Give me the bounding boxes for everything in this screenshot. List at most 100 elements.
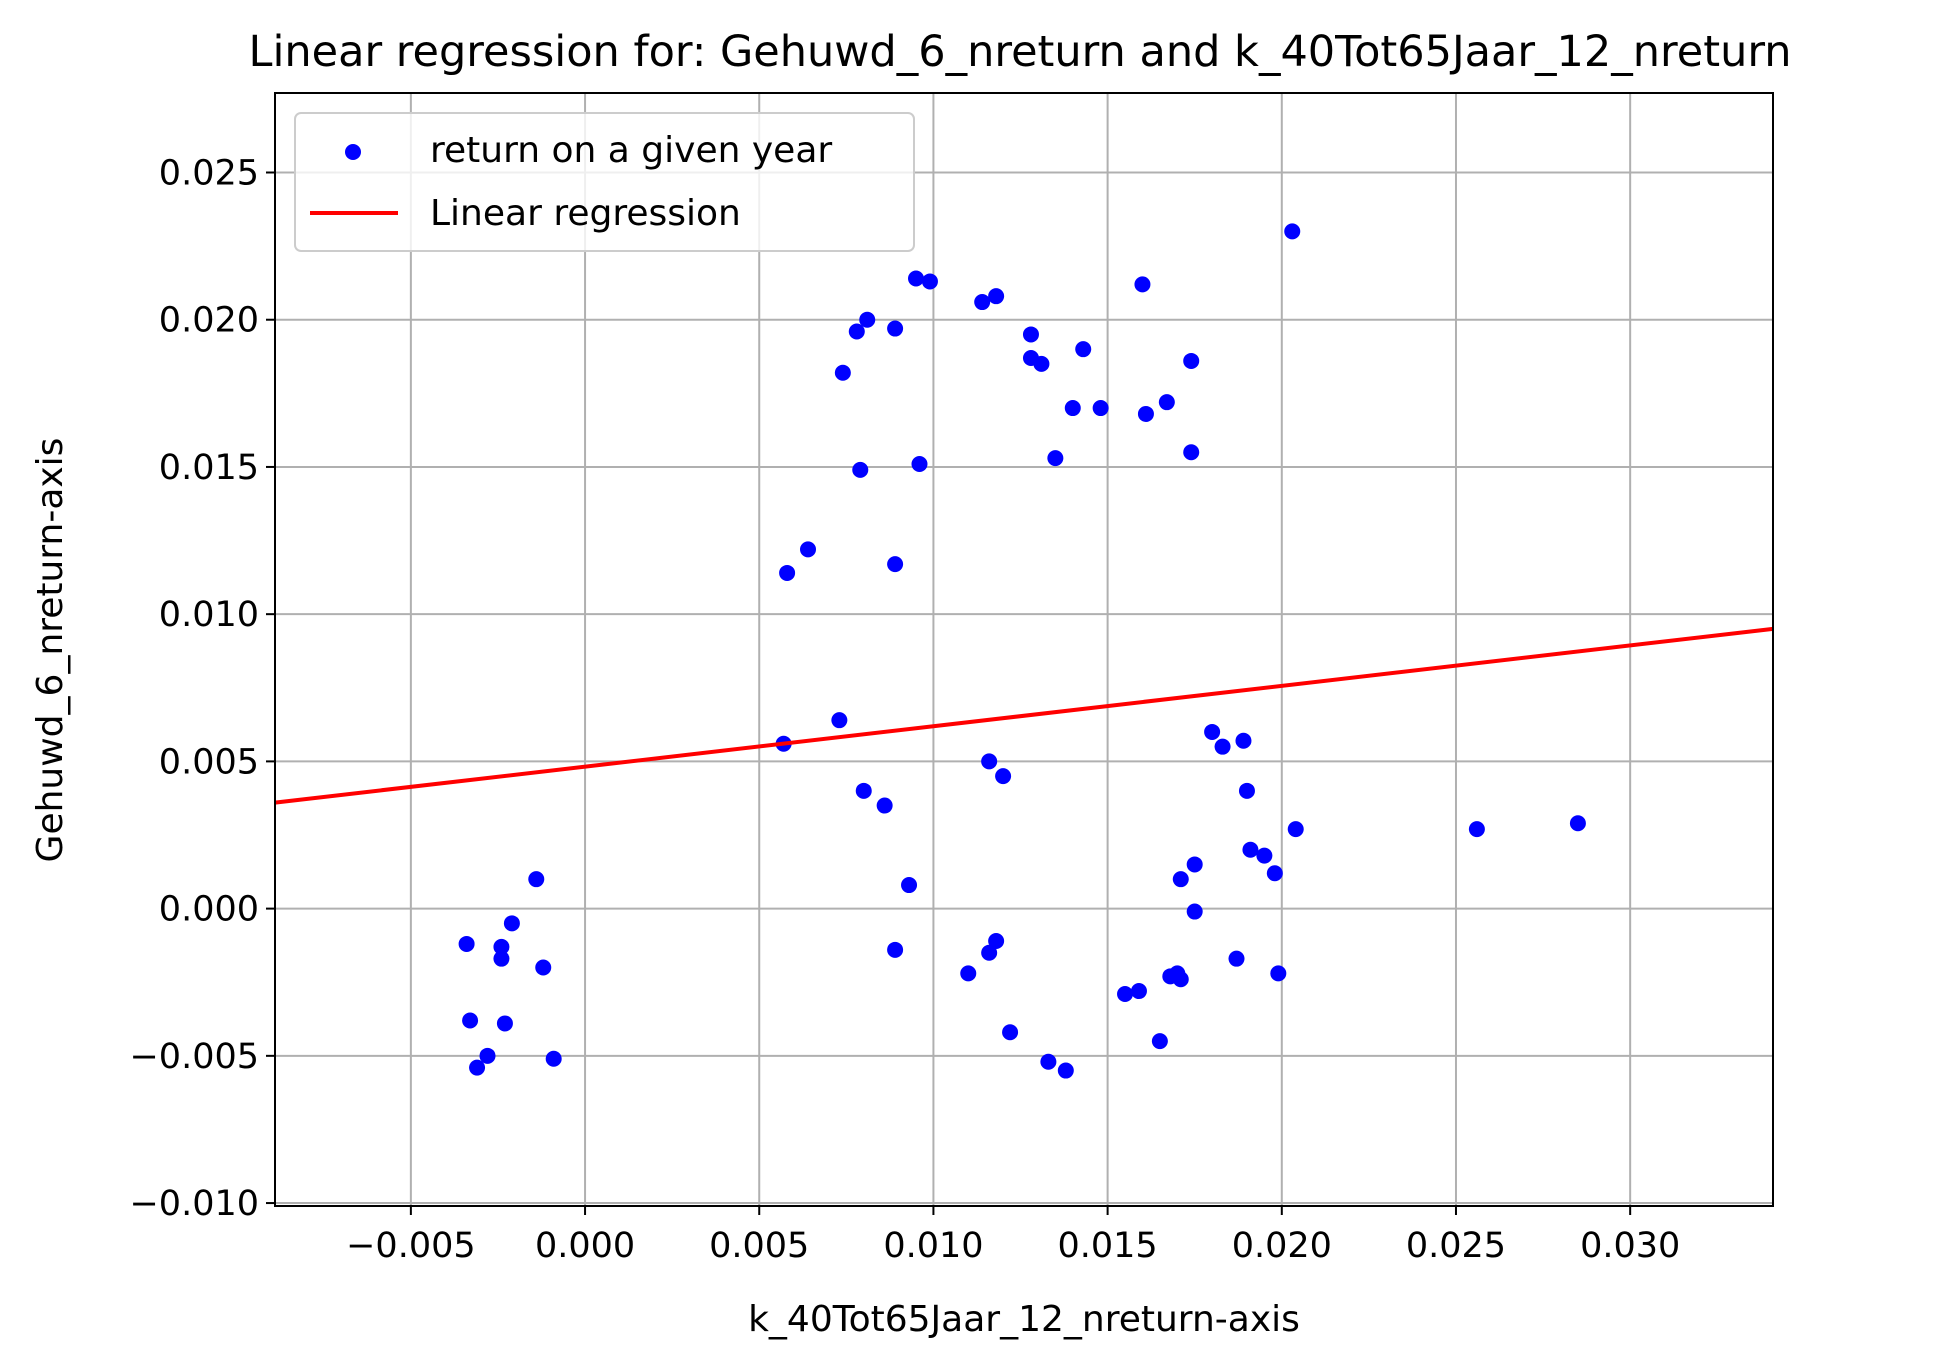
- scatter-point: [1134, 276, 1151, 293]
- scatter-point: [458, 935, 475, 952]
- scatter-point: [496, 1015, 513, 1032]
- scatter-point: [1228, 950, 1245, 967]
- grid: [275, 93, 1773, 1206]
- scatter-point: [855, 782, 872, 799]
- plot-area: [274, 92, 1774, 1207]
- x-axis: −0.005 0.000 0.005 0.010 0.015 0.020 0.025 0.03…: [346, 1206, 1680, 1266]
- y-tick-label: 0.000: [159, 890, 259, 930]
- plot-background: [275, 93, 1773, 1206]
- scatter-point: [876, 797, 893, 814]
- x-tick-label: 0.015: [1058, 1226, 1158, 1266]
- scatter-point: [981, 944, 998, 961]
- scatter-point: [1130, 983, 1147, 1000]
- scatter-point: [1468, 821, 1485, 838]
- scatter-point: [974, 294, 991, 311]
- scatter-point: [1183, 444, 1200, 461]
- scatter-point: [887, 556, 904, 573]
- scatter-point: [1117, 986, 1134, 1002]
- y-tick-label: 0.025: [159, 154, 259, 194]
- plot-frame: [274, 92, 1774, 1207]
- y-tick-label: 0.010: [159, 595, 259, 635]
- scatter-point: [1186, 856, 1203, 873]
- scatter-point: [1151, 1033, 1168, 1050]
- scatter-point: [834, 364, 851, 381]
- scatter-point: [848, 323, 865, 340]
- x-tick-label: 0.005: [709, 1226, 809, 1266]
- scatter-point: [887, 320, 904, 337]
- scatter-point: [1033, 355, 1050, 372]
- scatter-point: [921, 273, 938, 290]
- scatter-point: [831, 712, 848, 729]
- scatter-point: [887, 941, 904, 958]
- scatter-series: [458, 223, 1586, 1079]
- scatter-point: [535, 959, 552, 976]
- regression-line: [274, 626, 1774, 805]
- scatter-point: [1266, 865, 1283, 882]
- scatter-point: [1057, 1062, 1074, 1079]
- scatter-point: [1183, 352, 1200, 369]
- scatter-point: [852, 461, 869, 478]
- x-tick-label: 0.000: [535, 1226, 635, 1266]
- scatter-point: [1284, 223, 1301, 240]
- y-tick-label: 0.015: [159, 448, 259, 488]
- scatter-point: [1214, 738, 1231, 755]
- regression-series: [274, 626, 1774, 805]
- scatter-point: [1238, 782, 1255, 799]
- legend-label-scatter: return on a given year: [430, 130, 832, 171]
- legend-box: [294, 112, 915, 252]
- x-tick-label: 0.020: [1232, 1226, 1332, 1266]
- scatter-point: [1270, 965, 1287, 982]
- scatter-point: [1256, 847, 1273, 864]
- scatter-point: [988, 933, 1005, 949]
- scatter-point: [908, 270, 925, 287]
- scatter-point: [995, 768, 1012, 785]
- scatter-point: [800, 541, 817, 558]
- scatter-point: [469, 1059, 486, 1076]
- x-axis-title: k_40Tot65Jaar_12_nreturn-axis: [748, 1299, 1300, 1340]
- y-tick-label: −0.010: [129, 1184, 259, 1224]
- scatter-point: [1092, 400, 1109, 417]
- scatter-point: [503, 915, 520, 932]
- scatter-point: [1569, 815, 1586, 832]
- scatter-point: [1064, 400, 1081, 417]
- y-tick-label: −0.005: [129, 1037, 259, 1077]
- x-tick-label: 0.030: [1580, 1226, 1680, 1266]
- legend-marker-scatter: [345, 144, 361, 160]
- scatter-point: [779, 564, 796, 581]
- legend: return on a given year Linear regression: [294, 112, 915, 252]
- scatter-point: [960, 965, 977, 982]
- scatter-point: [1047, 450, 1064, 467]
- scatter-point: [1204, 723, 1221, 740]
- scatter-point: [1172, 871, 1189, 888]
- scatter-point: [988, 288, 1005, 305]
- scatter-point: [1022, 326, 1039, 343]
- scatter-point: [1075, 341, 1092, 358]
- scatter-point: [1040, 1053, 1057, 1070]
- x-tick-label: −0.005: [346, 1226, 476, 1266]
- scatter-point: [1172, 971, 1189, 988]
- y-axis: −0.010 −0.005 0.000 0.005 0.010 0.015 0.020 0.0…: [129, 154, 275, 1224]
- x-tick-label: 0.010: [883, 1226, 983, 1266]
- y-tick-label: 0.020: [159, 301, 259, 341]
- chart-title: Linear regression for: Gehuwd_6_nreturn …: [248, 27, 1791, 77]
- scatter-point: [1235, 732, 1252, 749]
- scatter-point: [493, 938, 510, 955]
- scatter-point: [1158, 394, 1175, 411]
- scatter-point: [901, 877, 918, 894]
- scatter-point: [1186, 903, 1203, 920]
- scatter-point: [528, 871, 545, 888]
- scatter-point: [1242, 841, 1259, 858]
- scatter-point: [1002, 1024, 1019, 1041]
- scatter-point: [462, 1012, 479, 1029]
- scatter-point: [981, 753, 998, 770]
- y-tick-label: 0.005: [159, 742, 259, 782]
- scatter-point: [859, 311, 876, 328]
- y-axis-title: Gehuwd_6_nreturn-axis: [30, 438, 71, 863]
- scatter-point: [493, 950, 510, 967]
- scatter-point: [911, 456, 928, 472]
- scatter-point: [1287, 821, 1304, 838]
- legend-label-line: Linear regression: [430, 193, 741, 234]
- x-tick-label: 0.025: [1406, 1226, 1506, 1266]
- scatter-point: [1137, 405, 1154, 422]
